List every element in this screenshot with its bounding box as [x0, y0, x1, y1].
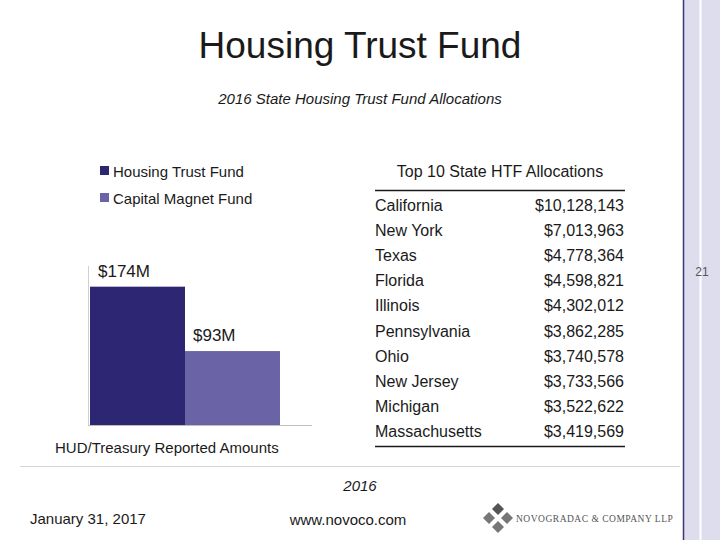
logo-diamond	[492, 503, 504, 515]
table-state: New Jersey	[375, 373, 459, 390]
date: January 31, 2017	[30, 510, 146, 527]
footer-rule	[20, 466, 680, 467]
bars	[90, 287, 280, 425]
table-amount: $4,598,821	[544, 272, 624, 289]
year-label: 2016	[342, 477, 377, 494]
logo	[483, 503, 513, 533]
table-state: Ohio	[375, 348, 409, 365]
baseline	[88, 425, 312, 426]
table-title: Top 10 State HTF Allocations	[397, 163, 603, 180]
data-labels: $174M $93M	[98, 262, 236, 345]
slide: 21 Housing Trust Fund 2016 State Housing T…	[0, 0, 720, 540]
table-rule-bottom	[375, 446, 625, 448]
data-label: $174M	[98, 262, 150, 281]
table-amount: $3,862,285	[544, 323, 624, 340]
company: NOVOGRADAC & COMPANY LLP	[516, 514, 673, 524]
side-band	[683, 0, 720, 540]
logo-diamond	[492, 521, 504, 533]
bar	[185, 351, 280, 425]
logo-diamond	[483, 512, 495, 524]
table-amount: $4,778,364	[544, 247, 624, 264]
table-amount: $7,013,963	[544, 222, 624, 239]
table-state: California	[375, 197, 443, 214]
title: Housing Trust Fund	[199, 25, 522, 66]
table-rule-top	[375, 190, 625, 192]
bar	[90, 287, 185, 425]
table-amount: $3,419,569	[544, 423, 624, 440]
legend-swatch	[100, 166, 109, 175]
table-state: Pennsylvania	[375, 323, 470, 340]
legend-label: Capital Magnet Fund	[113, 190, 252, 207]
url: www.novoco.com	[289, 511, 407, 528]
table-amount: $3,733,566	[544, 373, 624, 390]
subtitle: 2016 State Housing Trust Fund Allocation…	[217, 90, 502, 107]
side-band-edge	[683, 0, 685, 540]
page-number: 21	[695, 265, 709, 279]
data-label: $93M	[193, 326, 236, 345]
logo-diamond	[501, 512, 513, 524]
table-amount: $3,522,622	[544, 398, 624, 415]
table-amount: $4,302,012	[544, 297, 624, 314]
table-state: Massachusetts	[375, 423, 482, 440]
table-state: Florida	[375, 272, 424, 289]
table-amount: $10,128,143	[535, 197, 624, 214]
table-state: Illinois	[375, 297, 419, 314]
table-amount: $3,740,578	[544, 348, 624, 365]
table-state: New York	[375, 222, 444, 239]
table-state: Michigan	[375, 398, 439, 415]
table-state: Texas	[375, 247, 417, 264]
x-axis-label: HUD/Treasury Reported Amounts	[55, 439, 279, 456]
legend-label: Housing Trust Fund	[113, 163, 244, 180]
y-axis-line	[88, 266, 89, 425]
legend-swatch	[100, 193, 109, 202]
